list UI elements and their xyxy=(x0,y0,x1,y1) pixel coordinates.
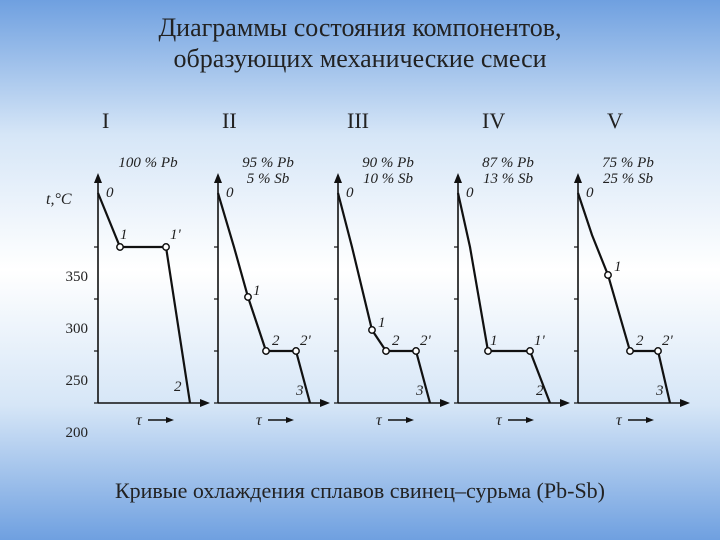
x-axis-label: τ xyxy=(496,412,503,429)
roman-I: I xyxy=(102,108,109,134)
roman-IV: IV xyxy=(482,108,505,134)
point-label: 1' xyxy=(170,227,182,243)
curve-marker xyxy=(383,348,389,354)
point-label: 3 xyxy=(295,383,304,399)
composition-label: 5 % Sb xyxy=(247,171,290,187)
panels-area: t,°C 100 % Pb011'2τ95 % Pb5 % Sb0122'3τ9… xyxy=(50,155,690,460)
roman-II: II xyxy=(222,108,237,134)
ytick-350: 350 xyxy=(48,269,88,286)
point-label: 2 xyxy=(536,383,544,399)
point-label: 0 xyxy=(106,185,114,201)
composition-label: 25 % Sb xyxy=(603,171,653,187)
x-axis-label: τ xyxy=(616,412,623,429)
title-line2: образующих механические смеси xyxy=(173,44,546,73)
point-label: 1 xyxy=(378,315,386,331)
curve-marker xyxy=(605,272,611,278)
cooling-curve-4 xyxy=(458,193,550,403)
composition-label: 90 % Pb xyxy=(362,155,414,171)
curve-marker xyxy=(627,348,633,354)
point-label: 3 xyxy=(655,383,664,399)
cooling-curve-1 xyxy=(98,193,190,403)
cooling-curve-2 xyxy=(218,193,310,403)
point-label: 2' xyxy=(420,333,432,349)
curve-marker xyxy=(163,244,169,250)
curve-marker xyxy=(263,348,269,354)
x-axis-label: τ xyxy=(136,412,143,429)
point-label: 2 xyxy=(174,379,182,395)
slide-title: Диаграммы состояния компонентов, образую… xyxy=(0,0,720,74)
composition-label: 13 % Sb xyxy=(483,171,533,187)
point-label: 0 xyxy=(586,185,594,201)
point-label: 2 xyxy=(636,333,644,349)
composition-label: 75 % Pb xyxy=(602,155,654,171)
curve-marker xyxy=(117,244,123,250)
point-label: 0 xyxy=(466,185,474,201)
cooling-curves-chart: 100 % Pb011'2τ95 % Pb5 % Sb0122'3τ90 % P… xyxy=(50,155,690,445)
ytick-300: 300 xyxy=(48,321,88,338)
roman-row: IIIIIIIVV xyxy=(0,108,720,138)
title-line1: Диаграммы состояния компонентов, xyxy=(158,13,561,42)
curve-marker xyxy=(369,327,375,333)
point-label: 1' xyxy=(534,333,546,349)
roman-III: III xyxy=(347,108,369,134)
curve-marker xyxy=(245,294,251,300)
composition-label: 10 % Sb xyxy=(363,171,413,187)
point-label: 2' xyxy=(300,333,312,349)
point-label: 3 xyxy=(415,383,424,399)
x-axis-label: τ xyxy=(376,412,383,429)
caption: Кривые охлаждения сплавов свинец–сурьма … xyxy=(0,478,720,504)
point-label: 0 xyxy=(346,185,354,201)
curve-marker xyxy=(527,348,533,354)
point-label: 1 xyxy=(253,283,261,299)
roman-V: V xyxy=(607,108,623,134)
point-label: 1 xyxy=(614,259,622,275)
composition-label: 95 % Pb xyxy=(242,155,294,171)
point-label: 2 xyxy=(392,333,400,349)
x-axis-label: τ xyxy=(256,412,263,429)
composition-label: 87 % Pb xyxy=(482,155,534,171)
point-label: 1 xyxy=(120,227,128,243)
ytick-250: 250 xyxy=(48,373,88,390)
point-label: 2' xyxy=(662,333,674,349)
curve-marker xyxy=(293,348,299,354)
cooling-curve-5 xyxy=(578,193,670,403)
point-label: 0 xyxy=(226,185,234,201)
point-label: 1 xyxy=(490,333,498,349)
curve-marker xyxy=(655,348,661,354)
cooling-curve-3 xyxy=(338,193,430,403)
ytick-200: 200 xyxy=(48,425,88,442)
point-label: 2 xyxy=(272,333,280,349)
composition-label: 100 % Pb xyxy=(118,155,178,171)
curve-marker xyxy=(413,348,419,354)
